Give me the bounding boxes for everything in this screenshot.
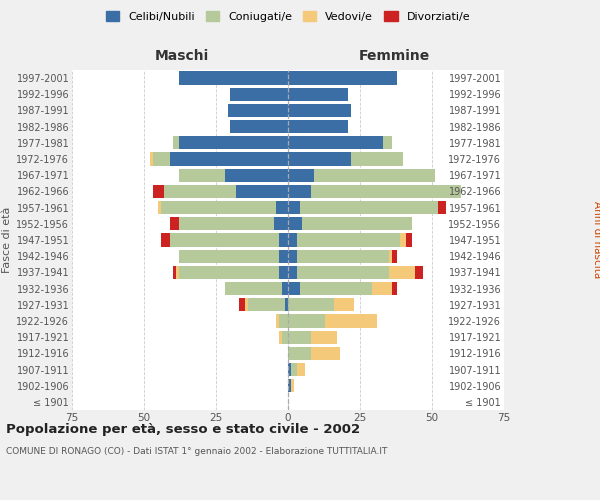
Bar — [288, 168, 314, 182]
Bar — [288, 217, 302, 230]
Bar — [400, 234, 406, 246]
Bar — [406, 234, 412, 246]
Bar — [299, 282, 371, 295]
Bar — [179, 72, 288, 85]
Bar — [230, 88, 288, 101]
Bar — [280, 266, 288, 279]
Bar — [179, 168, 224, 182]
Bar — [288, 298, 334, 312]
Bar — [282, 282, 288, 295]
Bar — [311, 185, 461, 198]
Bar — [288, 330, 311, 344]
Bar — [311, 346, 340, 360]
Bar — [150, 152, 152, 166]
Bar — [152, 152, 170, 166]
Bar — [280, 234, 288, 246]
Bar — [288, 282, 299, 295]
Bar — [296, 234, 400, 246]
Bar — [179, 217, 274, 230]
Bar — [179, 250, 280, 263]
Bar — [179, 266, 280, 279]
Bar — [291, 379, 294, 392]
Text: Femmine: Femmine — [359, 48, 430, 62]
Bar — [277, 314, 280, 328]
Bar — [161, 201, 277, 214]
Text: Popolazione per età, sesso e stato civile - 2002: Popolazione per età, sesso e stato civil… — [6, 422, 360, 436]
Bar — [245, 298, 248, 312]
Bar — [334, 298, 354, 312]
Bar — [282, 330, 288, 344]
Bar — [288, 234, 296, 246]
Bar — [288, 72, 397, 85]
Bar — [389, 266, 415, 279]
Bar — [280, 250, 288, 263]
Bar — [277, 201, 288, 214]
Bar — [170, 217, 179, 230]
Text: Anni di nascita: Anni di nascita — [592, 202, 600, 278]
Bar — [302, 217, 412, 230]
Bar — [173, 266, 176, 279]
Bar — [288, 136, 383, 149]
Bar — [227, 104, 288, 117]
Bar — [285, 298, 288, 312]
Bar — [161, 234, 170, 246]
Bar — [280, 314, 288, 328]
Bar — [288, 152, 352, 166]
Bar — [158, 201, 161, 214]
Bar — [280, 330, 282, 344]
Bar — [288, 314, 325, 328]
Bar — [179, 136, 288, 149]
Bar — [389, 250, 392, 263]
Bar — [383, 136, 392, 149]
Bar — [288, 379, 291, 392]
Bar — [236, 185, 288, 198]
Bar — [170, 234, 280, 246]
Bar — [230, 120, 288, 134]
Bar — [371, 282, 392, 295]
Bar — [173, 136, 179, 149]
Bar — [325, 314, 377, 328]
Bar — [288, 363, 291, 376]
Bar — [299, 201, 438, 214]
Bar — [296, 363, 305, 376]
Bar — [239, 298, 245, 312]
Bar — [224, 168, 288, 182]
Bar — [415, 266, 424, 279]
Text: COMUNE DI RONAGO (CO) - Dati ISTAT 1° gennaio 2002 - Elaborazione TUTTITALIA.IT: COMUNE DI RONAGO (CO) - Dati ISTAT 1° ge… — [6, 448, 388, 456]
Bar — [288, 250, 296, 263]
Bar — [224, 282, 282, 295]
Bar — [392, 282, 397, 295]
Y-axis label: Fasce di età: Fasce di età — [2, 207, 12, 273]
Bar — [311, 330, 337, 344]
Bar — [314, 168, 435, 182]
Bar — [288, 201, 299, 214]
Bar — [352, 152, 403, 166]
Bar — [288, 104, 352, 117]
Bar — [248, 298, 285, 312]
Bar — [288, 88, 349, 101]
Bar — [274, 217, 288, 230]
Bar — [296, 250, 389, 263]
Bar — [392, 250, 397, 263]
Bar — [288, 346, 311, 360]
Bar — [291, 363, 296, 376]
Legend: Celibi/Nubili, Coniugati/e, Vedovi/e, Divorziati/e: Celibi/Nubili, Coniugati/e, Vedovi/e, Di… — [103, 8, 473, 25]
Text: Maschi: Maschi — [154, 48, 209, 62]
Bar — [296, 266, 389, 279]
Bar — [152, 185, 164, 198]
Bar — [176, 266, 179, 279]
Bar — [288, 266, 296, 279]
Bar — [438, 201, 446, 214]
Bar — [164, 185, 236, 198]
Bar — [288, 120, 349, 134]
Bar — [288, 185, 311, 198]
Bar — [170, 152, 288, 166]
